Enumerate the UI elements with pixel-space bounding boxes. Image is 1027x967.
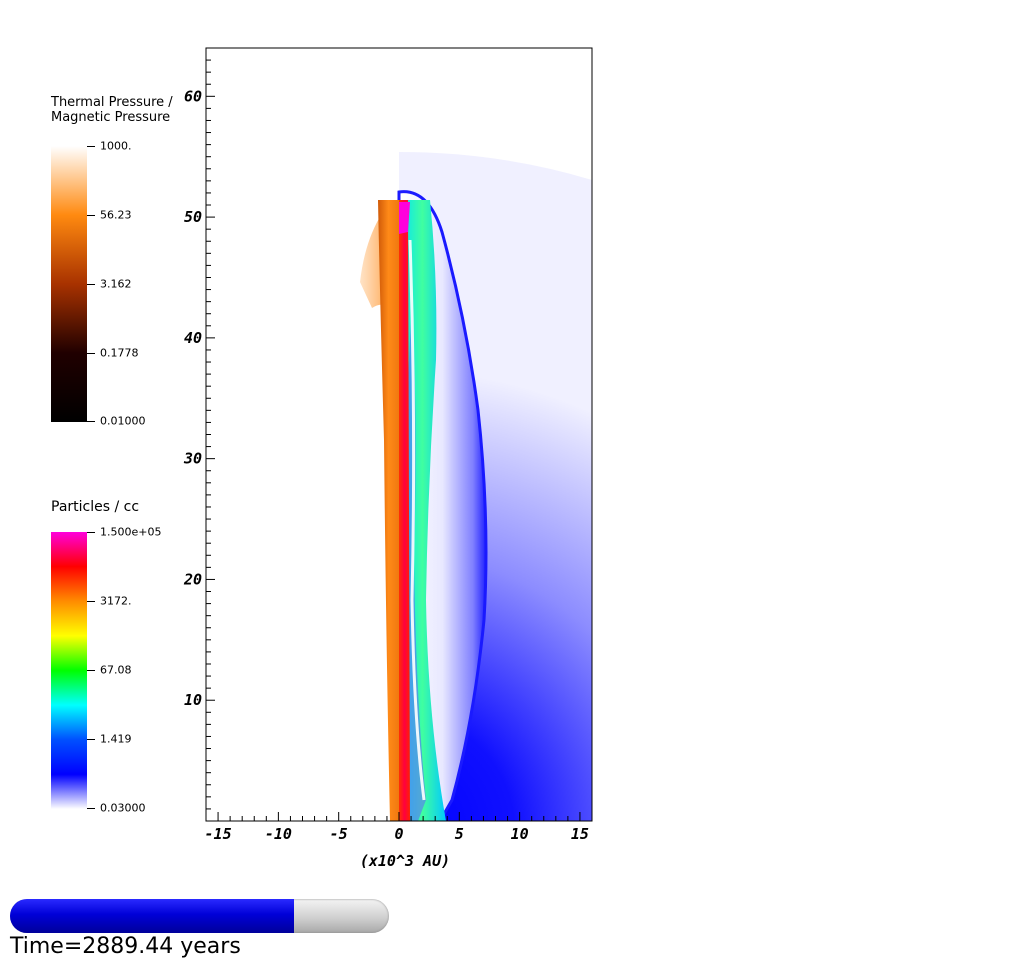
- pressure-jet: [378, 200, 399, 821]
- colorbar-tick: [87, 353, 95, 354]
- x-tick-label: -15: [205, 825, 232, 843]
- time-progress-fill: [10, 899, 295, 933]
- colorbar-tick-label: 1.419: [100, 732, 132, 746]
- colorbar-tick: [87, 808, 95, 809]
- axis-ticks: [205, 47, 593, 822]
- colorbar-tick: [87, 601, 95, 602]
- colorbar-tick-label: 0.01000: [100, 414, 146, 428]
- time-label: Time=2889.44 years: [10, 934, 241, 959]
- x-axis-title: (x10^3 AU): [360, 852, 450, 870]
- x-tick-label: -10: [265, 825, 292, 843]
- jet-core: [399, 200, 410, 821]
- colorbar-tick: [87, 146, 95, 147]
- colorbar-tick-label: 56.23: [100, 208, 132, 222]
- legend-title-line-1: Thermal Pressure /: [51, 95, 173, 110]
- colorbar-tick-label: 0.1778: [100, 346, 139, 360]
- colorbar-tick-label: 3.162: [100, 277, 132, 291]
- y-tick-label: 60: [184, 87, 202, 105]
- time-progress-bar: [10, 899, 389, 933]
- colorbar-tick: [87, 532, 95, 533]
- colorbar-tick-label: 1000.: [100, 139, 132, 153]
- legend-title: Particles / cc: [51, 499, 140, 515]
- colorbar-tick-label: 1.500e+05: [100, 525, 162, 539]
- y-tick-label: 20: [183, 570, 202, 588]
- x-tick-label: 15: [571, 825, 589, 843]
- y-tick-label: 50: [184, 208, 202, 226]
- x-tick-label: 5: [455, 825, 464, 843]
- y-tick-label: 40: [184, 329, 202, 347]
- colorbar-tick: [87, 215, 95, 216]
- x-tick-labels: -15 -10 -5 0 5 10 15: [205, 825, 589, 843]
- colorbar-tick: [87, 421, 95, 422]
- heatmap-field: [360, 152, 592, 821]
- y-tick-label: 30: [183, 450, 202, 468]
- colorbar-tick-label: 3172.: [100, 594, 132, 608]
- colorbar-tick-label: 67.08: [100, 663, 132, 677]
- colorbar-tick: [87, 739, 95, 740]
- colorbar-tick: [87, 670, 95, 671]
- x-tick-label: -5: [330, 825, 348, 843]
- y-tick-labels: 10 20 30 40 50 60: [183, 87, 202, 709]
- jet-white-strands: [408, 239, 426, 801]
- legend-title-line-2: Magnetic Pressure: [51, 110, 171, 125]
- x-tick-label: 0: [394, 825, 403, 843]
- pressure-colorbar: [51, 146, 87, 422]
- x-tick-label: 10: [511, 825, 529, 843]
- jet-head-magenta: [399, 202, 410, 234]
- colorbar-tick: [87, 284, 95, 285]
- jet-blue-inner: [405, 300, 426, 821]
- density-colorbar: [51, 532, 87, 809]
- y-tick-label: 10: [184, 691, 202, 709]
- colorbar-tick-label: 0.03000: [100, 801, 146, 815]
